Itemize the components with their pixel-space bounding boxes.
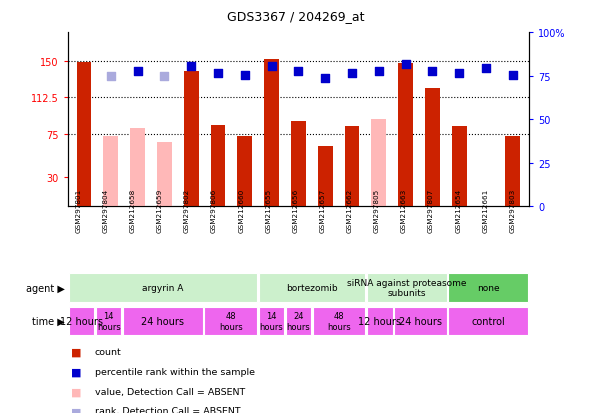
Text: GSM212655: GSM212655 [265, 188, 271, 233]
Text: GSM297803: GSM297803 [509, 188, 515, 233]
Bar [372, 120, 387, 206]
Bar [184, 71, 199, 206]
Text: rank, Detection Call = ABSENT: rank, Detection Call = ABSENT [95, 406, 240, 413]
Bar [313, 307, 365, 335]
Bar [157, 143, 172, 206]
Bar [238, 137, 252, 206]
Point [267, 64, 277, 70]
Text: GSM212654: GSM212654 [455, 188, 461, 233]
Bar [505, 137, 520, 206]
Text: GDS3367 / 204269_at: GDS3367 / 204269_at [227, 10, 364, 23]
Point [428, 68, 437, 75]
Point [213, 70, 223, 77]
Text: 14
hours: 14 hours [97, 311, 121, 331]
Text: GSM297801: GSM297801 [76, 188, 82, 233]
Point [240, 72, 249, 79]
Text: GSM212656: GSM212656 [293, 188, 298, 233]
Text: GSM297806: GSM297806 [211, 188, 217, 233]
Point [401, 62, 410, 68]
Text: GSM212660: GSM212660 [238, 188, 244, 233]
Text: 12 hours: 12 hours [60, 316, 103, 326]
Point [374, 68, 384, 75]
Text: ■: ■ [71, 406, 82, 413]
Text: 48
hours: 48 hours [219, 311, 242, 331]
Point [187, 64, 196, 70]
Bar [130, 128, 145, 206]
Bar [123, 307, 203, 335]
Text: 48
hours: 48 hours [327, 311, 351, 331]
Text: value, Detection Call = ABSENT: value, Detection Call = ABSENT [95, 387, 245, 396]
Point [508, 72, 518, 79]
Text: ■: ■ [71, 367, 82, 377]
Point [294, 68, 303, 75]
Text: none: none [477, 284, 499, 292]
Text: argyrin A: argyrin A [142, 284, 184, 292]
Text: GSM297805: GSM297805 [374, 188, 380, 233]
Bar [69, 307, 95, 335]
Bar [69, 274, 257, 302]
Bar [259, 274, 365, 302]
Text: agent ▶: agent ▶ [26, 283, 65, 293]
Point [320, 75, 330, 82]
Point [133, 68, 142, 75]
Bar [318, 147, 333, 206]
Text: 24 hours: 24 hours [141, 316, 184, 326]
Bar [367, 274, 447, 302]
Bar [264, 60, 279, 206]
Bar [452, 126, 467, 206]
Text: 12 hours: 12 hours [358, 316, 401, 326]
Text: bortezomib: bortezomib [286, 284, 338, 292]
Text: GSM212663: GSM212663 [401, 188, 407, 233]
Bar [394, 307, 447, 335]
Text: time ▶: time ▶ [33, 316, 65, 326]
Text: ■: ■ [71, 347, 82, 357]
Point [348, 70, 357, 77]
Text: GSM212659: GSM212659 [157, 188, 163, 233]
Bar [449, 274, 528, 302]
Bar [285, 307, 311, 335]
Bar [367, 307, 392, 335]
Bar [449, 307, 528, 335]
Text: control: control [472, 316, 505, 326]
Text: GSM212658: GSM212658 [130, 188, 136, 233]
Bar [204, 307, 257, 335]
Text: count: count [95, 347, 121, 356]
Point [481, 65, 491, 72]
Bar [103, 137, 118, 206]
Text: GSM297807: GSM297807 [428, 188, 434, 233]
Text: GSM297804: GSM297804 [103, 188, 109, 233]
Bar [210, 126, 225, 206]
Text: GSM212657: GSM212657 [320, 188, 326, 233]
Text: 24 hours: 24 hours [399, 316, 442, 326]
Text: percentile rank within the sample: percentile rank within the sample [95, 367, 255, 376]
Bar [425, 89, 440, 206]
Bar [77, 63, 92, 206]
Point [160, 73, 169, 80]
Text: siRNA against proteasome
subunits: siRNA against proteasome subunits [347, 278, 467, 298]
Point [106, 73, 116, 80]
Bar [345, 126, 359, 206]
Text: 24
hours: 24 hours [287, 311, 310, 331]
Text: ■: ■ [71, 387, 82, 396]
Text: 14
hours: 14 hours [259, 311, 283, 331]
Bar [259, 307, 284, 335]
Bar [398, 64, 413, 206]
Text: GSM297802: GSM297802 [184, 188, 190, 233]
Text: GSM212661: GSM212661 [482, 188, 488, 233]
Text: GSM212662: GSM212662 [347, 188, 353, 233]
Bar [96, 307, 121, 335]
Point [454, 70, 464, 77]
Bar [291, 122, 306, 206]
